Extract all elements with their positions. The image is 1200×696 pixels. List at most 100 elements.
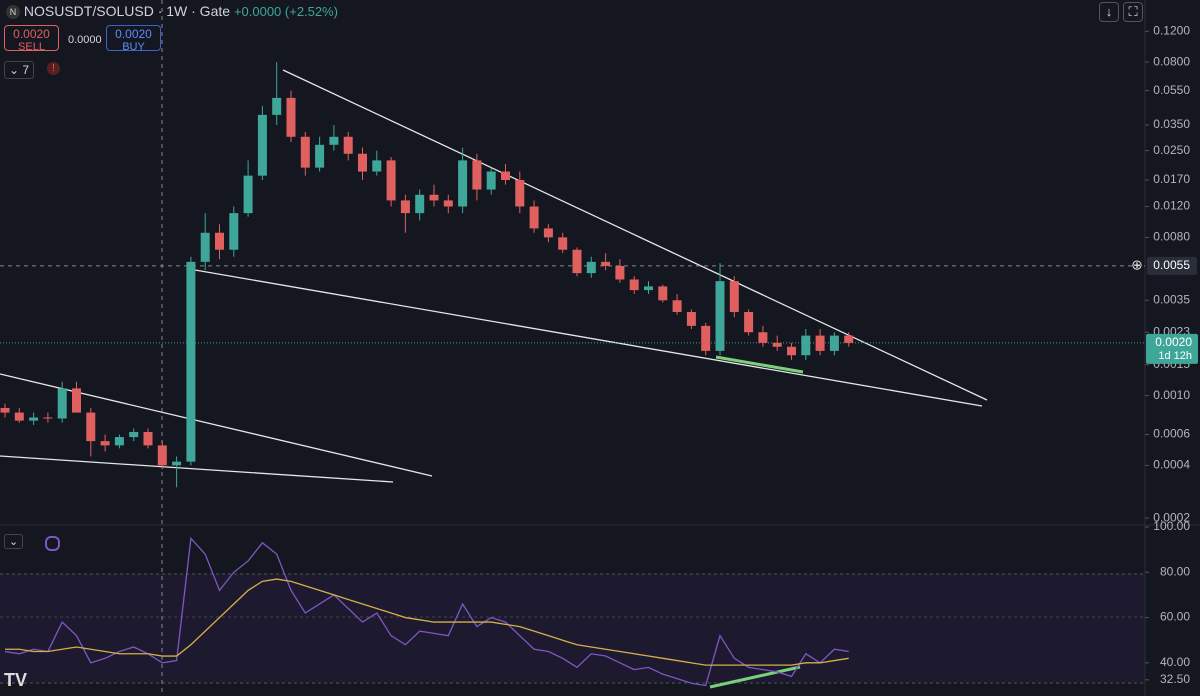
y-tick-label: 0.0800 <box>1153 54 1190 68</box>
trendline <box>194 269 983 407</box>
candle-body <box>215 232 224 250</box>
crosshair-label-box <box>1147 256 1197 275</box>
candle-body <box>57 388 67 419</box>
symbol-icon: N <box>6 5 20 19</box>
y-tick-label: 0.0550 <box>1153 83 1190 97</box>
download-button[interactable]: ↓ <box>1099 2 1119 22</box>
candle-body <box>829 335 839 351</box>
sell-button[interactable]: 0.0020 SELL <box>4 25 59 53</box>
y-tick-label: 32.50 <box>1160 672 1190 686</box>
candle-body <box>286 97 296 137</box>
trendline <box>282 69 988 401</box>
candle-body <box>744 312 754 333</box>
candle-body <box>686 312 696 326</box>
sell-price: 0.0020 <box>13 27 50 41</box>
y-tick-label: 0.0120 <box>1153 199 1190 213</box>
buy-button[interactable]: 0.0020 BUY <box>106 25 161 53</box>
candle-body <box>100 441 110 446</box>
candle-body <box>787 346 796 356</box>
candle-body <box>386 160 396 201</box>
candle-body <box>372 160 382 172</box>
candle-body <box>257 114 267 176</box>
candle-body <box>229 213 239 250</box>
indicator-line <box>4 536 849 687</box>
trendline <box>0 455 394 483</box>
y-tick-label: 80.00 <box>1160 564 1190 578</box>
y-tick-label: 0.0170 <box>1153 172 1190 186</box>
divergence-line <box>715 355 804 374</box>
candle-body <box>458 160 468 207</box>
fullscreen-button[interactable]: ⛶ <box>1123 2 1143 22</box>
candle-body <box>658 286 668 301</box>
y-tick-label: 0.0004 <box>1153 458 1190 472</box>
y-tick-label: 0.0002 <box>1153 510 1190 524</box>
logo: TV <box>4 670 28 690</box>
candle-body <box>558 237 568 250</box>
candle-body <box>486 171 496 190</box>
y-tick-label: 0.0035 <box>1153 292 1190 306</box>
crosshair-label: 0.0055 <box>1153 258 1190 272</box>
candle-body <box>415 194 425 214</box>
candle-body <box>172 461 182 466</box>
candle-body <box>300 136 310 168</box>
candle-body <box>629 279 639 291</box>
candle-body <box>129 431 139 438</box>
y-tick-label: 0.0006 <box>1153 427 1190 441</box>
divergence-line <box>709 665 801 689</box>
candle-body <box>86 412 96 442</box>
candle-body <box>758 332 768 343</box>
candle-body <box>501 171 510 181</box>
buy-label: BUY <box>122 41 145 53</box>
y-tick-label: 0.1200 <box>1153 23 1190 37</box>
rsi-icon[interactable] <box>45 536 60 551</box>
y-tick-label: 0.0350 <box>1153 117 1190 131</box>
candle-body <box>701 325 711 351</box>
rsi-band <box>0 574 1145 683</box>
last-price-label: 0.0020 <box>1155 335 1192 349</box>
countdown-label: 1d 12h <box>1158 350 1192 362</box>
candle-body <box>844 335 854 343</box>
candle-body <box>515 180 525 207</box>
y-tick-label: 0.0080 <box>1153 230 1190 244</box>
candle-body <box>644 286 653 291</box>
candle-body <box>672 300 682 313</box>
y-tick-label: 0.0010 <box>1153 388 1190 402</box>
candle-body <box>358 153 367 172</box>
candle-body <box>343 136 353 154</box>
candle-body <box>329 136 339 145</box>
warning-icon[interactable]: ! <box>47 62 60 75</box>
candle-body <box>143 431 153 446</box>
crosshair-plus: ⊕ <box>1131 257 1143 273</box>
candle-body <box>429 194 439 201</box>
candle-body <box>186 261 196 462</box>
candle-body <box>72 388 81 413</box>
candle-body <box>543 228 553 238</box>
y-tick-label: 40.00 <box>1160 655 1190 669</box>
candle-body <box>43 417 53 419</box>
candle-body <box>572 249 582 274</box>
indicators-toggle[interactable]: ⌄ 7 <box>4 61 35 79</box>
candle-body <box>0 407 10 413</box>
candle-body <box>315 144 325 168</box>
candle-body <box>601 261 611 266</box>
candle-body <box>729 281 739 313</box>
symbol: NOSUSDT/SOLUSD · 1W · Gate <box>23 3 231 19</box>
candle-body <box>200 232 210 262</box>
candle-body <box>772 342 782 347</box>
spread: 0.0000 <box>68 34 102 46</box>
buy-price: 0.0020 <box>115 27 152 41</box>
candle-body <box>586 261 596 274</box>
indicator-line <box>5 578 849 666</box>
candle-body <box>157 445 167 466</box>
candle-body <box>400 200 410 214</box>
sell-label: SELL <box>18 41 45 53</box>
candle-body <box>715 281 725 351</box>
candle-body <box>243 175 253 214</box>
candle-body <box>14 412 24 421</box>
candle-body <box>472 160 482 190</box>
rsi-toggle[interactable]: ⌄ <box>4 534 24 549</box>
trendlines <box>0 69 988 483</box>
y-tick-label: 0.0250 <box>1153 143 1190 157</box>
